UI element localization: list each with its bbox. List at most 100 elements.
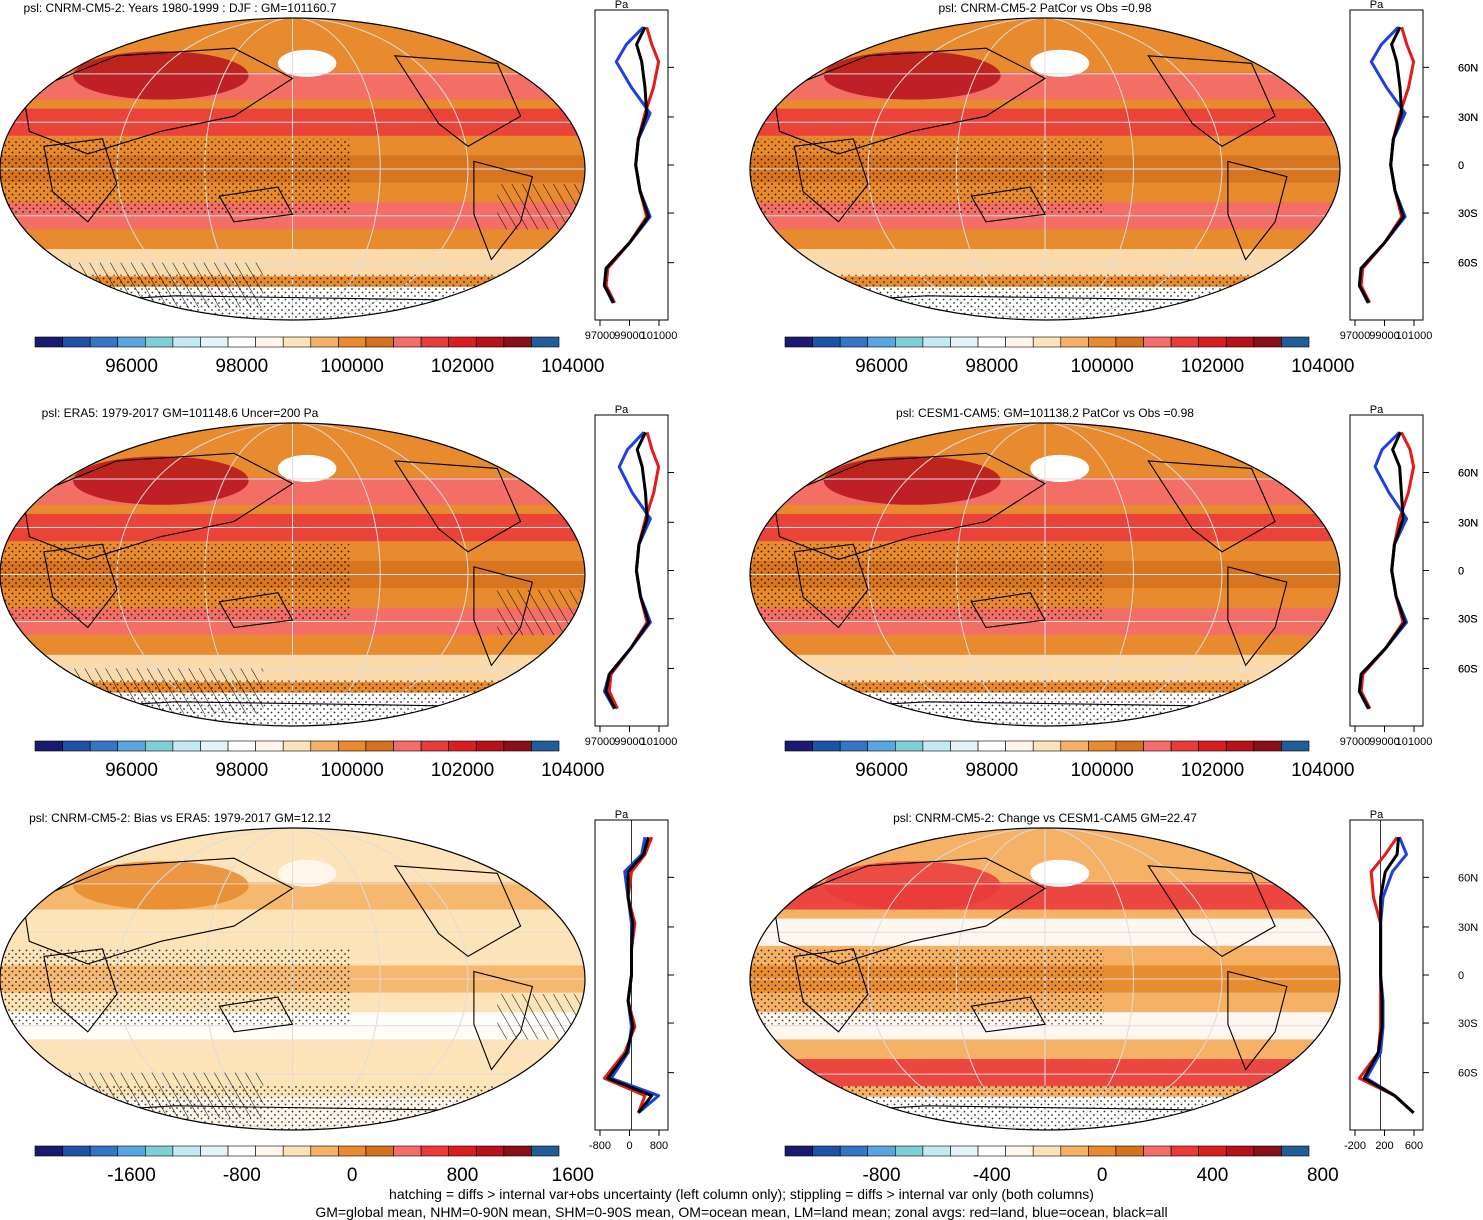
coastline — [1147, 460, 1276, 553]
zonal-xtick-label: 800 — [650, 1140, 668, 1152]
colorbar-swatch — [393, 336, 422, 348]
zonal-xtick-label: 99000 — [1369, 330, 1400, 342]
colorbar-swatch — [1115, 1145, 1144, 1157]
zonal-mean-p6: Pa 60N 30N 0 30S 60S -200 200 600 — [1344, 809, 1478, 1152]
zonal-ytick-label: 0 — [1458, 970, 1464, 982]
colorbar-swatch — [34, 336, 63, 348]
colorbar-swatch — [922, 740, 951, 752]
colorbar-swatch — [393, 740, 422, 752]
colorbar-label: 96000 — [105, 760, 158, 781]
coastline — [473, 970, 534, 1071]
footnote-line-1: hatching = diffs > internal var+obs unce… — [389, 1186, 1094, 1202]
zonal-ytick-label: 30S — [1458, 208, 1478, 220]
colorbar-swatch — [1088, 740, 1117, 752]
colorbar-swatch — [172, 336, 201, 348]
colorbar-swatch — [839, 336, 869, 348]
zonal-ytick-label: 30N — [1458, 112, 1478, 124]
footnote-line-2: GM=global mean, NHM=0-90N mean, SHM=0-90… — [315, 1204, 1168, 1220]
zonal-xtick-label: 600 — [1405, 1140, 1423, 1152]
zonal-ytick-label: 30N — [1458, 517, 1478, 529]
pressure-cell — [1030, 859, 1090, 887]
colorbar-swatch — [475, 1145, 505, 1157]
zonal-xtick-label: 97000 — [1340, 330, 1371, 342]
colorbar-swatch — [839, 740, 869, 752]
colorbar-swatch — [1143, 1145, 1172, 1157]
colorbar-swatch — [227, 740, 256, 752]
zonal-ytick-label: 0 — [1458, 160, 1464, 172]
colorbar-label: 0 — [347, 1165, 358, 1186]
coastline — [393, 460, 522, 553]
zonal-unit: Pa — [615, 809, 629, 821]
colorbar-swatch — [1225, 1145, 1255, 1157]
coastline — [1227, 566, 1288, 667]
zonal-xtick-label: 99000 — [1369, 736, 1400, 748]
panel-title: psl: CNRM-CM5-2: Bias vs ERA5: 1979-2017… — [29, 811, 331, 825]
colorbar-swatch — [1170, 740, 1199, 752]
colorbar-swatch — [977, 336, 1006, 348]
colorbar-label: 1600 — [552, 1165, 594, 1186]
colorbar-swatch — [145, 336, 174, 348]
colorbar-swatch — [34, 740, 63, 752]
colorbar-swatch — [1088, 1145, 1117, 1157]
panel-p3: psl: ERA5: 1979-2017 GM=101148.6 Uncer=2… — [0, 404, 1478, 781]
colorbar-swatch — [420, 740, 449, 752]
map-p3 — [0, 423, 585, 726]
zonal-ytick-label: 60S — [1458, 663, 1478, 675]
colorbar-swatch — [448, 336, 477, 348]
map-outline — [749, 422, 1341, 727]
panel-p1: psl: CNRM-CM5-2: Years 1980-1999 : DJF :… — [0, 0, 1478, 377]
colorbar-swatch — [1115, 740, 1144, 752]
colorbar-label: 104000 — [541, 760, 604, 781]
colorbar-swatch — [420, 336, 449, 348]
zonal-ytick-label: 60N — [1458, 62, 1478, 74]
zonal-xtick-label: 0 — [626, 1140, 632, 1152]
pressure-cell — [277, 49, 337, 77]
colorbar-swatch — [1281, 336, 1310, 348]
stippling — [750, 274, 1340, 320]
colorbar-swatch — [1225, 336, 1255, 348]
colorbar-label: 98000 — [215, 356, 268, 377]
panel-title: psl: CNRM-CM5-2: Years 1980-1999 : DJF :… — [24, 1, 337, 15]
zonal-xtick-label: 99000 — [614, 736, 645, 748]
stippling — [0, 274, 585, 320]
colorbar-swatch — [867, 1145, 896, 1157]
colorbar-swatch — [784, 1145, 813, 1157]
colorbar-swatch — [34, 1145, 63, 1157]
colorbar-swatch — [1115, 336, 1144, 348]
zonal-xtick-label: 97000 — [585, 736, 616, 748]
zonal-mean-p5: Pa -800 0 800 — [589, 809, 674, 1152]
colorbar-label: -400 — [973, 1165, 1011, 1186]
colorbar-swatch — [365, 740, 394, 752]
zonal-xtick-label: 101000 — [641, 736, 678, 748]
coastline — [473, 566, 534, 667]
stippling — [750, 1084, 1340, 1130]
colorbar-swatch — [922, 1145, 951, 1157]
panel-p4: psl: CESM1-CAM5: GM=101138.2 PatCor vs O… — [749, 404, 1478, 781]
pressure-cell — [277, 454, 337, 483]
coastline — [1227, 970, 1288, 1071]
zonal-ytick-label: 60N — [1458, 468, 1478, 480]
colorbar-label: -800 — [863, 1165, 901, 1186]
colorbar-swatch — [282, 336, 312, 348]
colorbar-label: -1600 — [107, 1165, 156, 1186]
pressure-cell — [1030, 49, 1090, 77]
zonal-ytick-label: 0 — [1458, 566, 1464, 578]
map-p4 — [750, 423, 1340, 726]
colorbar-swatch — [338, 1145, 367, 1157]
zonal-line-all — [606, 836, 654, 1114]
colorbar-swatch — [950, 336, 979, 348]
colorbar-swatch — [227, 1145, 256, 1157]
map-outline — [0, 17, 586, 321]
colorbar-swatch — [977, 740, 1006, 752]
colorbar-swatch — [1060, 336, 1089, 348]
zonal-ytick-label: 60S — [1458, 258, 1478, 270]
zonal-unit: Pa — [615, 404, 629, 416]
coastline — [393, 55, 522, 147]
colorbar-swatch — [1005, 1145, 1034, 1157]
colorbar-swatch — [475, 740, 505, 752]
zonal-ytick-label: 30S — [1458, 1018, 1478, 1030]
hatching — [497, 994, 585, 1040]
colorbar-swatch — [895, 1145, 924, 1157]
colorbar-swatch — [784, 336, 813, 348]
map-outline — [749, 17, 1341, 321]
